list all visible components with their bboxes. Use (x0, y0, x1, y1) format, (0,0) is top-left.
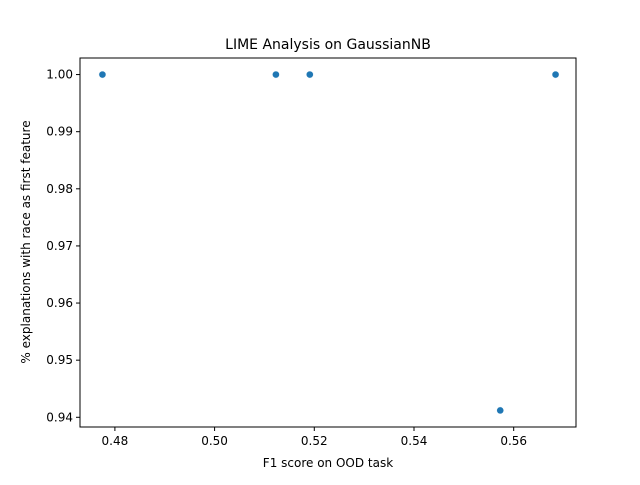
y-tick-label: 1.00 (46, 68, 73, 82)
data-point (98, 70, 107, 79)
chart-title: LIME Analysis on GaussianNB (225, 37, 431, 53)
y-tick-label: 0.98 (46, 182, 73, 196)
data-point (272, 70, 280, 79)
x-axis-ticks: 0.48 0.50 0.52 0.54 0.56 (102, 427, 527, 448)
data-point (306, 70, 314, 79)
y-tick-label: 0.96 (46, 296, 73, 310)
y-tick-label: 0.94 (46, 410, 73, 424)
data-point (551, 70, 560, 79)
y-tick-label: 0.97 (46, 239, 73, 253)
data-point (496, 406, 504, 415)
data-points (98, 70, 560, 415)
y-tick-label: 0.99 (46, 125, 73, 139)
x-tick-label: 0.54 (401, 434, 428, 448)
y-axis-ticks: 0.94 0.95 0.96 0.97 0.98 0.99 1.00 (46, 68, 80, 424)
x-tick-label: 0.50 (201, 434, 228, 448)
y-axis-label: % explanations with race as first featur… (19, 120, 33, 363)
x-axis-label: F1 score on OOD task (263, 456, 393, 470)
x-tick-label: 0.52 (301, 434, 328, 448)
x-tick-label: 0.48 (102, 434, 129, 448)
x-tick-label: 0.56 (500, 434, 527, 448)
axes-frame (79, 57, 577, 428)
y-tick-label: 0.95 (46, 353, 73, 367)
